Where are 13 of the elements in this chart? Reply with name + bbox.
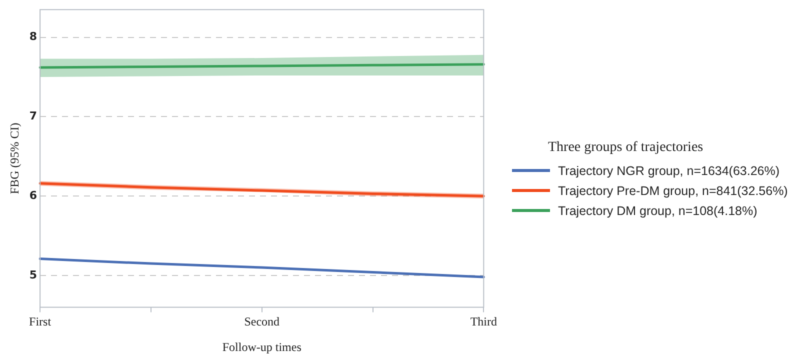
legend-label: Trajectory DM group, n=108(4.18%) <box>558 204 758 218</box>
y-tick-label: 7 <box>29 110 38 123</box>
legend-label: Trajectory Pre-DM group, n=841(32.56%) <box>558 184 788 198</box>
x-tick-label: Second <box>244 314 280 329</box>
y-tick-label: 6 <box>29 188 38 202</box>
y-tick-label: 5 <box>29 268 38 282</box>
x-axis-title: Follow-up times <box>222 340 302 354</box>
legend-title: Three groups of trajectories <box>548 140 704 156</box>
y-tick-label: 8 <box>29 30 38 44</box>
legend-label: Trajectory NGR group, n=1634(63.26%) <box>558 164 780 178</box>
y-axis-title: FBG (95% CI) <box>7 122 22 194</box>
x-tick-label: First <box>29 314 52 329</box>
x-tick-label: Third <box>470 314 498 329</box>
